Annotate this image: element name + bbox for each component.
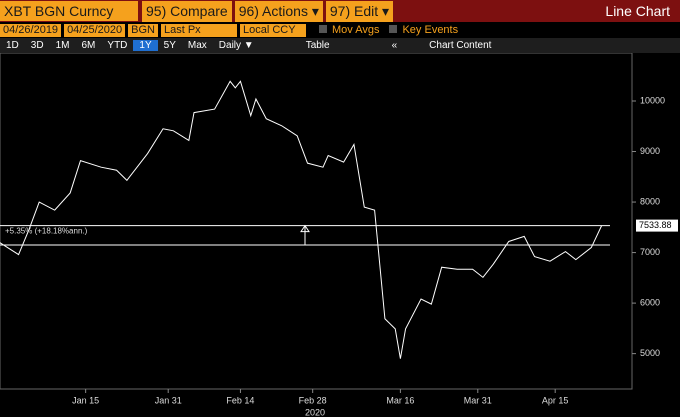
last-price-box [636, 219, 678, 232]
x-tick-label: Feb 14 [226, 395, 254, 405]
toolbar-button[interactable]: 97) Edit ▾ [325, 0, 394, 22]
chart: 5000 6000 7000 8000 9000 10000 Jan 15 Jan 31 Feb… [0, 53, 678, 417]
option-checkbox[interactable]: Key Events [389, 24, 458, 36]
period-button[interactable]: 1Y [133, 40, 158, 51]
table-button[interactable]: Table [305, 40, 330, 51]
toolbar-button[interactable]: 95) Compare [142, 0, 232, 22]
option-checkbox[interactable]: Mov Avgs [319, 24, 380, 36]
y-tick-label: 5000 [640, 348, 660, 358]
annotation: +5.35% (+18.18%ann.) [5, 227, 88, 236]
period-button[interactable]: 1M [55, 40, 70, 51]
frequency[interactable]: Daily ▼ [218, 40, 254, 51]
toolbar-button[interactable]: 96) Actions ▾ [234, 0, 323, 22]
end-date[interactable]: 04/25/2020 [64, 23, 126, 37]
y-tick-label: 7000 [640, 247, 660, 257]
x-tick-label: Apr 15 [542, 395, 569, 405]
period-button[interactable]: YTD [107, 40, 128, 51]
start-date[interactable]: 04/26/2019 [0, 23, 62, 37]
y-tick-label: 8000 [640, 196, 660, 206]
chart-content[interactable]: Chart Content [429, 40, 492, 51]
range-bar: 1D 3D 1M 6M YTD 1Y 5Y Max Daily ▼ Table « Chart… [0, 38, 680, 53]
period-button[interactable]: 5Y [163, 40, 176, 51]
plot-frame [0, 53, 633, 390]
source[interactable]: BGN [128, 23, 158, 37]
x-tick-label: Jan 31 [155, 395, 182, 405]
period-button[interactable]: 3D [30, 40, 44, 51]
view-name: Line Chart [605, 3, 670, 19]
period-button[interactable]: 1D [6, 40, 19, 51]
y-tick-label: 9000 [640, 146, 660, 156]
x-year-label: 2020 [305, 407, 325, 417]
x-tick-label: Mar 31 [464, 395, 492, 405]
x-tick-label: Jan 15 [72, 395, 99, 405]
last-price-label: 7533.88 [639, 220, 672, 230]
period-button[interactable]: Max [187, 40, 207, 51]
x-tick-label: Mar 16 [386, 395, 414, 405]
y-tick-label: 6000 [640, 297, 660, 307]
y-tick-label: 10000 [640, 95, 665, 105]
ticker[interactable]: XBT BGN Curncy [0, 1, 138, 21]
period-button[interactable]: 6M [81, 40, 96, 51]
settings-bar: 04/26/2019 04/25/2020 BGN Last Px Local … [0, 22, 680, 38]
title-bar: XBT BGN Curncy 95) Compare 96) Actions ▾ 9… [0, 0, 680, 22]
icon[interactable]: « [391, 40, 398, 51]
x-tick-label: Feb 28 [299, 395, 327, 405]
currency[interactable]: Local CCY [239, 23, 306, 37]
change-arrow [300, 224, 310, 245]
field[interactable]: Last Px [160, 23, 237, 37]
price-line [0, 80, 603, 359]
